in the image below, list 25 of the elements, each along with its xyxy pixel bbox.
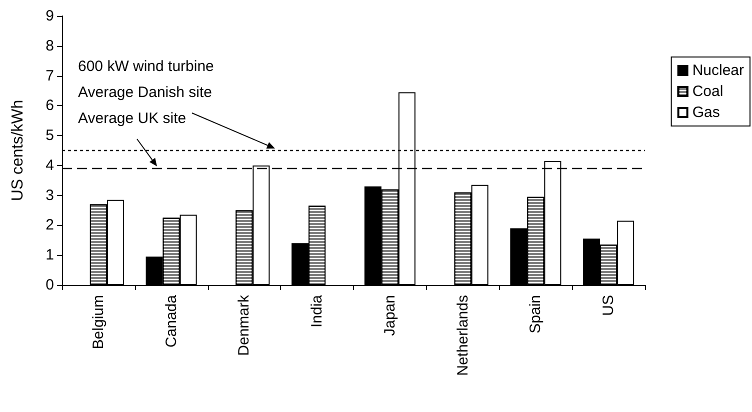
y-tick-label: 5 xyxy=(46,127,54,144)
x-tick-label: India xyxy=(308,294,326,328)
y-tick-label: 4 xyxy=(46,156,54,174)
annotation: 600 kW wind turbine xyxy=(78,58,214,75)
y-tick-label: 7 xyxy=(46,67,54,84)
legend-label: Gas xyxy=(692,104,720,121)
y-tick-label: 1 xyxy=(46,246,54,264)
y-tick-label: 6 xyxy=(46,97,54,114)
y-tick-label: 9 xyxy=(46,8,54,24)
y-tick-label: 3 xyxy=(46,186,54,204)
y-axis-title: US cents/kWh xyxy=(10,100,26,202)
legend-label: Nuclear xyxy=(692,62,744,79)
y-tick-label: 2 xyxy=(46,216,54,234)
y-tick-label: 0 xyxy=(46,276,54,294)
ref-line-label: Average Danish site xyxy=(78,84,212,101)
x-tick-label: Denmark xyxy=(236,294,253,356)
x-tick-label: US xyxy=(600,295,618,316)
y-tick-label: 8 xyxy=(46,37,54,54)
legend-label: Coal xyxy=(692,83,724,100)
x-tick-label: Japan xyxy=(381,295,398,336)
x-tick-label: Netherlands xyxy=(454,295,472,376)
x-tick-label: Canada xyxy=(162,294,180,348)
ref-line-label: Average UK site xyxy=(78,110,186,127)
x-tick-label: Spain xyxy=(527,295,544,334)
x-tick-label: Belgium xyxy=(90,295,107,350)
